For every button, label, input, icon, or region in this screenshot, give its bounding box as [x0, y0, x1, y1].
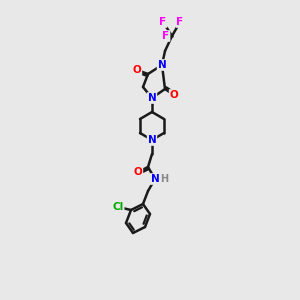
Text: Cl: Cl: [112, 202, 124, 212]
Text: O: O: [169, 90, 178, 100]
Text: H: H: [160, 174, 168, 184]
Text: N: N: [158, 60, 166, 70]
Text: F: F: [159, 17, 167, 27]
Text: O: O: [133, 65, 141, 75]
Text: F: F: [176, 17, 184, 27]
Text: F: F: [162, 31, 169, 41]
Text: O: O: [134, 167, 142, 177]
Text: N: N: [148, 93, 156, 103]
Text: N: N: [148, 135, 156, 145]
Text: N: N: [151, 174, 159, 184]
